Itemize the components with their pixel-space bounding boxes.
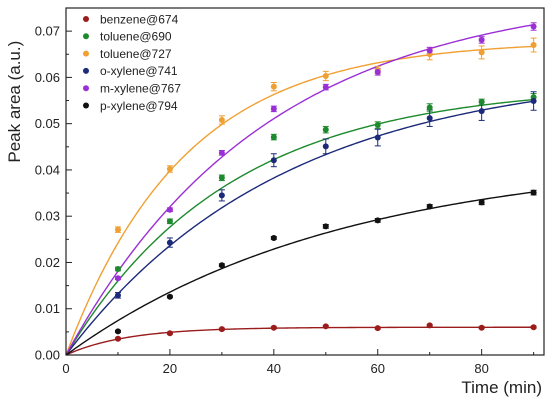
data-point	[530, 42, 537, 49]
y-tick-label: 0.03	[35, 209, 60, 224]
y-tick-label: 0.05	[35, 116, 60, 131]
data-point	[426, 322, 433, 329]
legend-marker	[83, 16, 89, 22]
data-point	[114, 275, 121, 282]
data-point	[166, 330, 173, 337]
data-point	[530, 189, 537, 196]
legend-item: o-xylene@741	[83, 64, 178, 78]
y-tick-label: 0.02	[35, 255, 60, 270]
data-point	[166, 293, 173, 300]
fit-curve-5	[65, 191, 534, 356]
y-tick-labels: 0.00 0.01 0.02 0.03 0.04 0.05 0.06 0.07	[35, 24, 60, 363]
data-point	[322, 84, 329, 91]
y-axis-title: Peak area (a.u.)	[5, 41, 24, 163]
data-point	[270, 105, 277, 112]
fit-curve-2	[65, 45, 534, 356]
data-point	[478, 324, 485, 331]
legend-label: toluene@727	[100, 47, 172, 61]
data-point	[426, 203, 433, 210]
data-point	[166, 239, 173, 246]
data-point	[270, 83, 277, 90]
data-point	[530, 23, 537, 30]
plot-frame	[65, 7, 545, 356]
data-point	[218, 174, 225, 181]
data-point	[426, 104, 433, 111]
y-tick-label: 0.00	[35, 348, 60, 363]
legend-item: toluene@690	[83, 30, 172, 44]
legend-marker	[83, 50, 89, 57]
legend-item: toluene@727	[83, 47, 172, 61]
data-point	[530, 324, 537, 331]
data-point	[426, 47, 433, 54]
data-point	[374, 217, 381, 224]
x-axis-title: Time (min)	[461, 378, 542, 397]
data-point	[270, 157, 277, 164]
axis-ticks	[65, 30, 535, 356]
y-tick-label: 0.01	[35, 301, 60, 316]
x-tick-labels: 0 20 40 60 80	[62, 361, 489, 376]
data-point	[218, 262, 225, 269]
data-point	[478, 98, 485, 105]
data-point	[530, 97, 537, 104]
data-point	[218, 192, 225, 199]
data-point	[166, 166, 173, 173]
x-tick-label: 40	[267, 361, 281, 376]
data-point	[322, 73, 329, 80]
fit-curve-0	[65, 326, 534, 356]
x-tick-label: 80	[474, 361, 488, 376]
data-point	[322, 143, 329, 150]
data-point	[478, 108, 485, 115]
data-point	[114, 292, 121, 299]
data-point	[270, 234, 277, 241]
x-tick-label: 60	[371, 361, 385, 376]
legend-label: m-xylene@767	[100, 82, 181, 96]
data-point	[166, 218, 173, 225]
data-point	[374, 68, 381, 75]
fit-curve-4	[65, 24, 534, 356]
y-tick-label: 0.04	[35, 162, 60, 177]
x-tick-label: 0	[62, 361, 69, 376]
legend-label: o-xylene@741	[100, 64, 178, 78]
data-point	[426, 115, 433, 122]
data-points	[114, 23, 537, 342]
data-point	[322, 323, 329, 330]
data-point	[478, 49, 485, 56]
data-point	[270, 134, 277, 141]
data-point	[374, 325, 381, 332]
legend-item: m-xylene@767	[83, 82, 181, 96]
legend: benzene@674 toluene@690 toluene@727 o-xylen…	[83, 12, 181, 113]
fit-curve-3	[65, 100, 534, 356]
legend-label: p-xylene@794	[100, 99, 178, 113]
error-bars	[114, 22, 537, 341]
data-point	[478, 199, 485, 206]
legend-label: benzene@674	[100, 12, 179, 26]
legend-marker	[83, 102, 89, 109]
legend-item: p-xylene@794	[83, 99, 178, 113]
data-point	[114, 335, 121, 342]
data-point	[270, 324, 277, 331]
data-point	[374, 134, 381, 141]
data-point	[374, 122, 381, 129]
data-point	[478, 36, 485, 43]
fit-curves	[65, 24, 534, 356]
legend-label: toluene@690	[100, 30, 172, 44]
data-point	[114, 328, 121, 335]
data-point	[322, 223, 329, 230]
data-point	[218, 149, 225, 156]
legend-item: benzene@674	[83, 12, 179, 26]
data-point	[218, 116, 225, 123]
data-point	[322, 126, 329, 133]
data-point	[166, 206, 173, 213]
x-tick-label: 20	[163, 361, 177, 376]
data-point	[218, 326, 225, 333]
y-tick-label: 0.07	[35, 24, 60, 39]
legend-marker	[83, 85, 89, 92]
data-point	[114, 265, 121, 272]
y-tick-label: 0.06	[35, 70, 60, 85]
legend-marker	[83, 33, 89, 40]
legend-marker	[83, 67, 89, 74]
fit-curve-1	[65, 98, 534, 356]
data-point	[114, 226, 121, 233]
